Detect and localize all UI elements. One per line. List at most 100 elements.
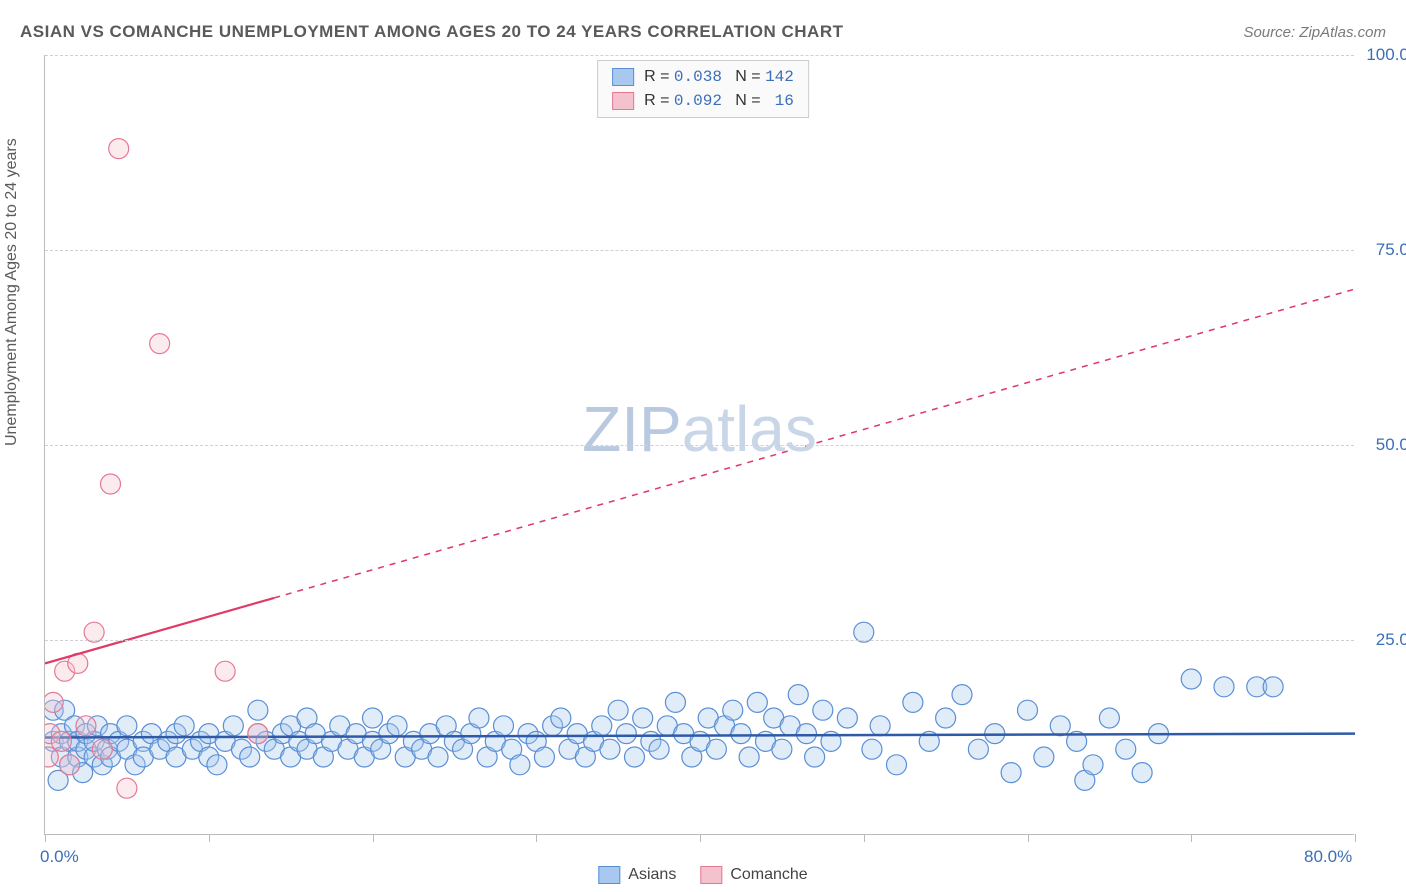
y-tick-label: 75.0% [1364,240,1406,260]
data-point [600,739,620,759]
x-tick [45,834,46,842]
data-point [903,692,923,712]
correlation-legend: R = 0.038 N = 142R = 0.092 N = 16 [597,60,809,118]
data-point [223,716,243,736]
legend-row: R = 0.092 N = 16 [612,89,794,113]
legend-swatch [598,866,620,884]
data-point [837,708,857,728]
data-point [174,716,194,736]
data-point [887,755,907,775]
data-point [1132,763,1152,783]
data-point [1018,700,1038,720]
gridline [45,55,1354,56]
gridline [45,445,1354,446]
data-point [363,708,383,728]
y-tick-label: 25.0% [1364,630,1406,650]
data-point [862,739,882,759]
data-point [510,755,530,775]
data-point [608,700,628,720]
chart-title: ASIAN VS COMANCHE UNEMPLOYMENT AMONG AGE… [20,22,843,42]
trend-line-dashed [274,289,1355,598]
data-point [551,708,571,728]
data-point [723,700,743,720]
x-tick [1355,834,1356,842]
data-point [968,739,988,759]
data-point [215,661,235,681]
gridline [45,250,1354,251]
data-point [240,747,260,767]
data-point [788,685,808,705]
x-tick [864,834,865,842]
data-point [747,692,767,712]
legend-item: Asians [598,866,676,884]
data-point [1034,747,1054,767]
x-tick [1028,834,1029,842]
chart-plot-area: ZIPatlas 25.0%50.0%75.0%100.0% [44,55,1354,835]
x-tick [700,834,701,842]
data-point [494,716,514,736]
gridline [45,640,1354,641]
data-point [150,334,170,354]
x-tick [536,834,537,842]
data-point [592,716,612,736]
y-tick-label: 100.0% [1364,45,1406,65]
x-axis-max-label: 80.0% [1304,847,1352,867]
data-point [1050,716,1070,736]
data-point [633,708,653,728]
data-point [45,692,63,712]
data-point [1263,677,1283,697]
data-point [1001,763,1021,783]
legend-row: R = 0.038 N = 142 [612,65,794,89]
data-point [805,747,825,767]
data-point [625,747,645,767]
legend-stats: R = 0.038 N = 142 [644,65,794,89]
data-point [101,474,121,494]
data-point [469,708,489,728]
data-point [616,724,636,744]
data-point [649,739,669,759]
x-tick [209,834,210,842]
data-point [1083,755,1103,775]
x-tick [373,834,374,842]
legend-swatch [700,866,722,884]
data-point [772,739,792,759]
source-attribution: Source: ZipAtlas.com [1243,24,1386,41]
data-point [76,716,96,736]
series-legend: Asians Comanche [598,866,807,884]
data-point [706,739,726,759]
data-point [248,724,268,744]
legend-label: Comanche [730,866,807,884]
legend-stats: R = 0.092 N = 16 [644,89,794,113]
data-point [51,731,71,751]
data-point [796,724,816,744]
data-point [665,692,685,712]
legend-label: Asians [628,866,676,884]
data-point [1181,669,1201,689]
data-point [952,685,972,705]
data-point [428,747,448,767]
data-point [936,708,956,728]
legend-item: Comanche [700,866,807,884]
data-point [117,778,137,798]
data-point [60,755,80,775]
data-point [870,716,890,736]
data-point [739,747,759,767]
x-axis-min-label: 0.0% [40,847,79,867]
data-point [92,739,112,759]
legend-swatch [612,92,634,110]
legend-swatch [612,68,634,86]
trend-line-solid [45,598,274,664]
data-point [1214,677,1234,697]
data-point [813,700,833,720]
data-point [1116,739,1136,759]
data-point [248,700,268,720]
data-point [387,716,407,736]
y-axis-label: Unemployment Among Ages 20 to 24 years [3,138,21,446]
data-point [1099,708,1119,728]
data-point [117,716,137,736]
y-tick-label: 50.0% [1364,435,1406,455]
data-point [109,139,129,159]
data-point [207,755,227,775]
x-tick [1191,834,1192,842]
data-point [731,724,751,744]
